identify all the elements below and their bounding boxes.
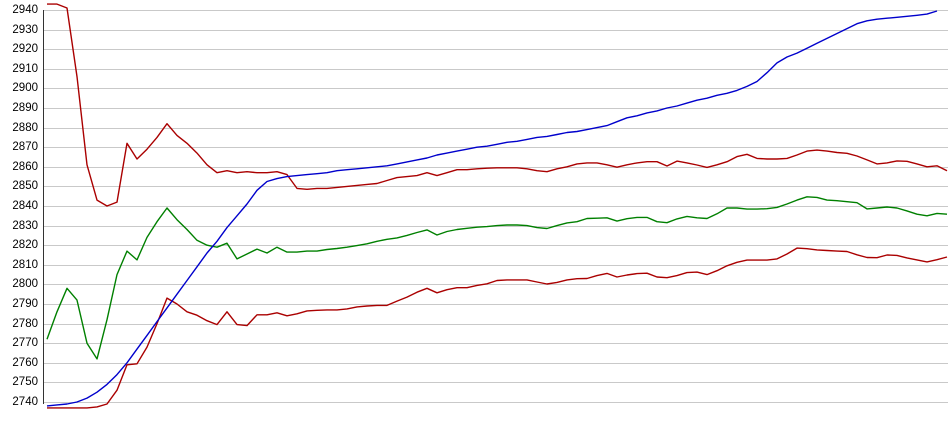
y-axis-label: 2770 [12,337,38,350]
y-axis-label: 2860 [12,160,38,173]
y-axis-label: 2750 [12,376,38,389]
y-axis-label: 2940 [12,4,38,16]
y-axis-label: 2760 [12,356,38,369]
series-upper-band-red [47,3,948,207]
y-axis-label: 2790 [12,298,38,310]
y-axis-label: 2850 [12,180,38,193]
series-lower-band-red [47,247,948,409]
y-axis-label: 2740 [12,396,38,408]
y-axis-label: 2920 [12,43,38,56]
y-axis-label: 2890 [12,102,38,114]
y-axis-label: 2820 [12,239,38,252]
y-axis-label: 2870 [12,141,38,154]
series-cumulative-line-blue [46,10,938,407]
y-axis-label: 2900 [12,82,38,95]
y-axis-label: 2840 [12,200,38,212]
y-axis-label: 2830 [12,219,38,232]
y-axis-label: 2930 [12,23,38,36]
y-axis-label: 2800 [12,278,38,291]
y-axis-label: 2810 [12,258,38,271]
y-axis-label: 2780 [12,317,38,330]
y-axis-label: 2910 [12,62,38,75]
series-middle-line-green [46,196,948,360]
y-axis-label: 2880 [12,121,38,134]
